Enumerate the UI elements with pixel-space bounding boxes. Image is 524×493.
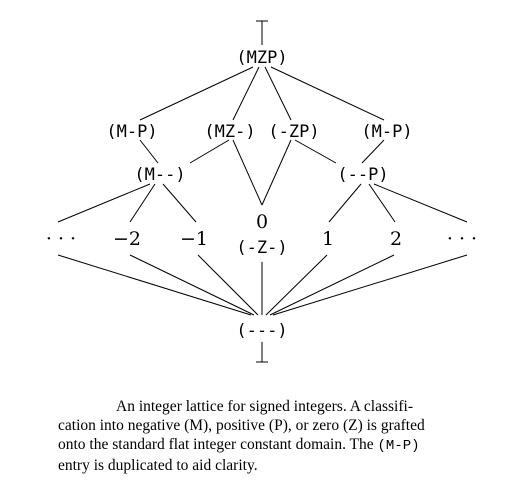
caption-line-4: entry is duplicated to aid clarity. (58, 457, 258, 474)
node-p: (--P) (337, 165, 388, 185)
node-pos1: 1 (322, 228, 334, 250)
edge-ellipsis-left-none (57, 254, 252, 316)
edge-pos1-none (265, 254, 328, 316)
node-z: (-Z-) (236, 238, 287, 258)
figure-caption: An integer lattice for signed integers. … (58, 397, 524, 475)
caption-line-3-wrap: onto the standard flat integer constant … (58, 435, 524, 456)
edge-mz-m (189, 139, 230, 164)
edge-mz-zero (232, 139, 263, 206)
edge-neg1-none (197, 254, 259, 316)
node-neg1: −1 (180, 228, 208, 250)
edge-p-pos1 (328, 183, 362, 223)
caption-code: (M-P) (377, 438, 420, 454)
node-mz: (MZ-) (204, 122, 255, 142)
node-mp-right: (M-P) (361, 122, 412, 142)
edge-m-ellipsis-left (57, 183, 151, 223)
node-ellipsis-right: · · · (447, 228, 477, 250)
caption-line-1: An integer lattice for signed integers. … (116, 398, 413, 415)
edge-neg2-none (129, 254, 255, 316)
edge-mzp-mp-right (270, 66, 385, 121)
node-none: (---) (236, 321, 287, 341)
edge-pos2-none (269, 254, 395, 316)
node-mzp: (MZP) (236, 48, 287, 68)
lattice-edges (57, 32, 468, 352)
bottom-symbol-text: ⊥ (262, 360, 264, 363)
edge-ellipsis-right-none (272, 254, 468, 316)
top-symbol-text: ⊤ (262, 31, 264, 34)
edge-mp-left-m (139, 139, 159, 164)
edge-mzp-mz (232, 66, 260, 121)
node-zp: (-ZP) (268, 122, 319, 142)
node-ellipsis-left: · · · (46, 228, 76, 250)
edge-mzp-mp-left (139, 66, 254, 121)
top-symbol: ⊤ (256, 20, 268, 34)
edge-m-neg2 (129, 183, 156, 223)
edge-p-pos2 (368, 183, 396, 223)
edge-zp-p (294, 139, 337, 164)
node-pos2: 2 (390, 228, 402, 250)
bottom-symbol: ⊥ (256, 350, 268, 363)
lattice-diagram: ⊤ (MZP) (M-P) (MZ-) (-ZP) (M-P) (M--) (-… (46, 20, 477, 363)
node-mp-left: (M-P) (106, 122, 157, 142)
node-neg2: −2 (113, 228, 141, 250)
caption-line-2: cation into negative (M), positive (P), … (58, 417, 425, 434)
edge-p-ellipsis-right (373, 183, 468, 223)
edge-mp-right-p (361, 139, 385, 164)
caption-line-3: onto the standard flat integer constant … (58, 436, 374, 453)
node-zero: 0 (256, 211, 268, 233)
edge-zp-zero (261, 139, 292, 206)
node-m: (M--) (134, 165, 185, 185)
edge-m-neg1 (162, 183, 197, 223)
edge-mzp-zp (264, 66, 292, 121)
